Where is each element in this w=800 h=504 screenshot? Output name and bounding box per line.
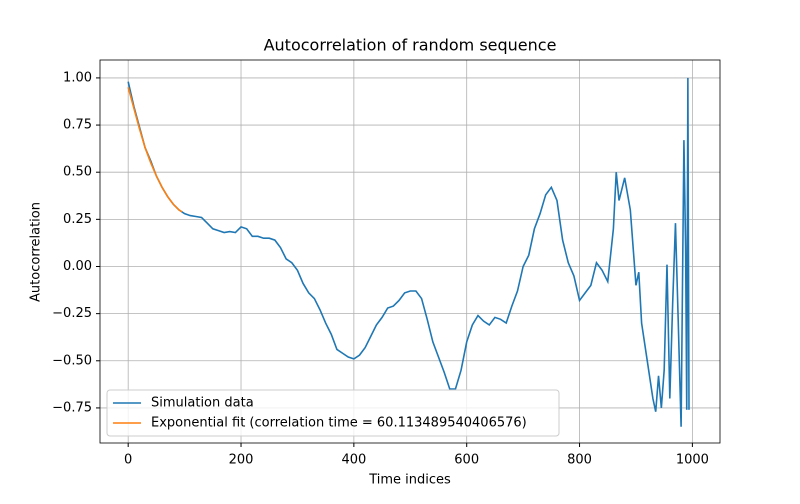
- y-axis-label: Autocorrelation: [29, 202, 44, 302]
- y-tick-label: −0.50: [52, 353, 92, 368]
- line: [127, 77, 690, 427]
- legend-box: [106, 389, 560, 437]
- chart-title: Autocorrelation of random sequence: [264, 36, 557, 55]
- x-tick-label: 200: [229, 453, 254, 468]
- y-tick-label: 0.00: [63, 259, 92, 274]
- x-tick-label: 1000: [676, 453, 709, 468]
- y-tick-label: 0.25: [63, 212, 92, 227]
- legend-label: Simulation data: [151, 396, 254, 411]
- y-tick-label: −0.75: [52, 400, 92, 415]
- x-axis-label: Time indices: [368, 473, 451, 488]
- y-tick-label: 1.00: [63, 70, 92, 85]
- plot-frame: [99, 59, 721, 444]
- line: [127, 87, 183, 213]
- y-tick-label: −0.25: [52, 306, 92, 321]
- x-tick-label: 800: [567, 453, 592, 468]
- legend-label: Exponential fit (correlation time = 60.1…: [151, 416, 527, 431]
- x-tick-label: 400: [341, 453, 366, 468]
- y-tick-label: 0.50: [63, 165, 92, 180]
- x-tick-label: 0: [124, 453, 132, 468]
- x-tick-label: 600: [454, 453, 479, 468]
- y-tick-label: 0.75: [63, 118, 92, 133]
